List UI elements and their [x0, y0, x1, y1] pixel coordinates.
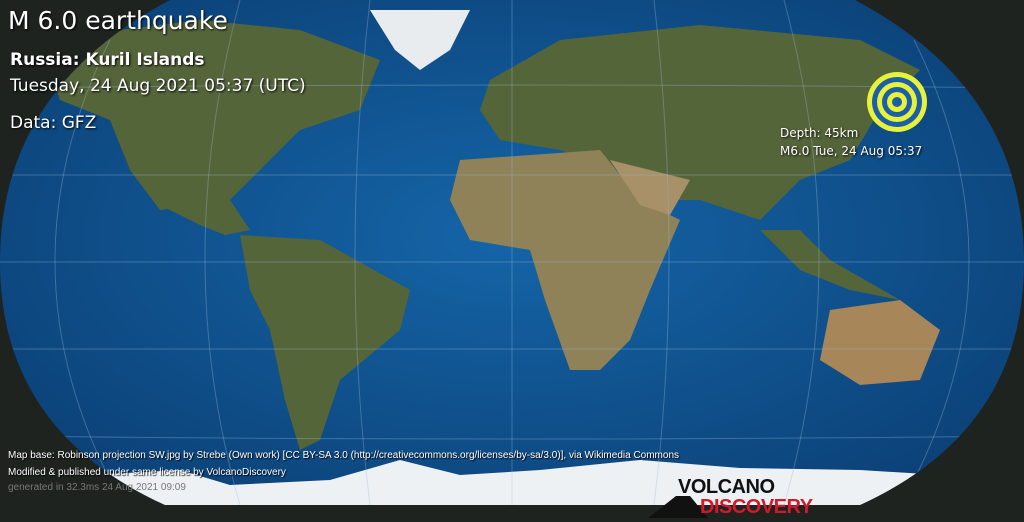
volcano-icon	[648, 496, 708, 518]
north-america	[40, 20, 380, 210]
logo-line1: VOLCANO	[678, 476, 775, 498]
greenland	[370, 10, 470, 70]
europe-asia	[480, 25, 920, 220]
southeast-asia	[760, 230, 900, 300]
credit-map-base[interactable]: Map base: Robinson projection SW.jpg by …	[8, 450, 680, 461]
graticule	[0, 0, 1024, 505]
region-label: Russia: Kuril Islands	[10, 50, 205, 70]
data-source: Data: GFZ	[10, 113, 97, 133]
quake-label: M6.0 Tue, 24 Aug 05:37	[780, 144, 923, 158]
event-datetime: Tuesday, 24 Aug 2021 05:37 (UTC)	[10, 76, 306, 96]
australia	[820, 300, 940, 385]
logo-line2: DISCOVERY	[700, 496, 813, 518]
central-america	[160, 200, 250, 235]
arabia	[610, 160, 690, 215]
depth-label: Depth: 45km	[780, 126, 859, 140]
landmasses	[0, 10, 1024, 505]
volcanodiscovery-logo[interactable]: VOLCANO DISCOVERY	[648, 476, 820, 520]
marker-center	[894, 99, 900, 105]
credit-modified: Modified & published under same license …	[8, 467, 286, 478]
africa	[450, 150, 680, 370]
antarctica	[0, 460, 1024, 505]
south-america	[240, 235, 410, 450]
earthquake-marker[interactable]	[867, 72, 927, 132]
generated-info: generated in 32.3ms 24 Aug 2021 09:09	[8, 482, 186, 493]
page-title: M 6.0 earthquake	[8, 6, 228, 35]
